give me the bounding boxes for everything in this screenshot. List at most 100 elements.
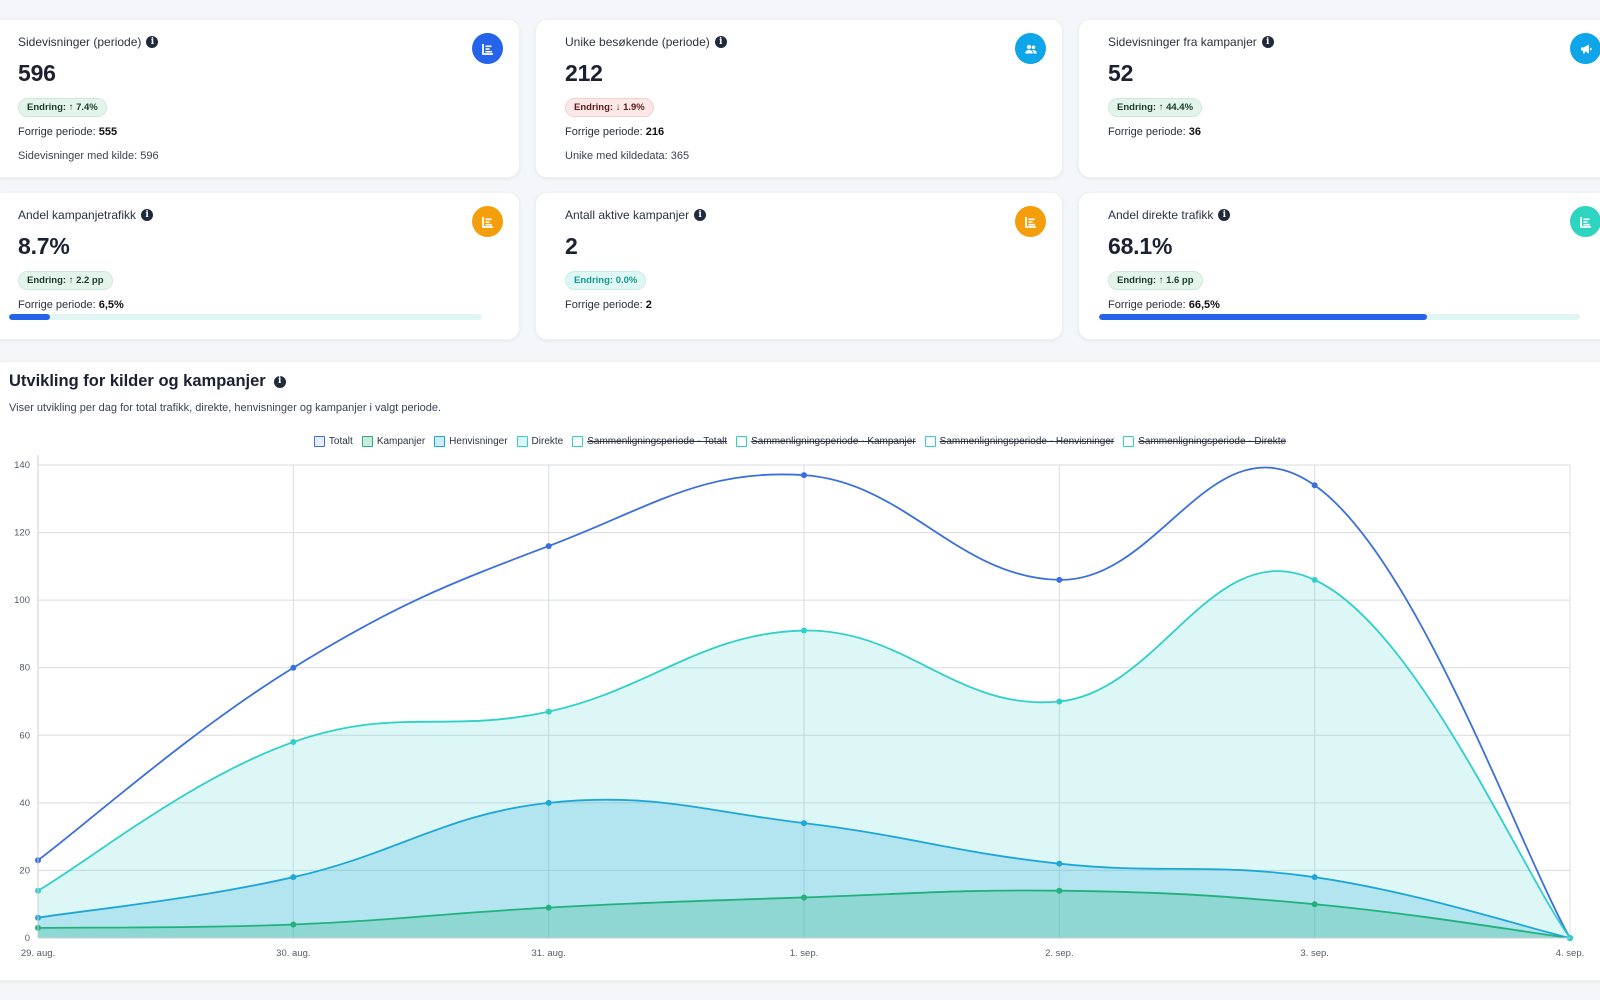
legend-label: Sammenligningsperiode - Totalt [587,436,728,447]
kpi-label: Sidevisninger (periode) i [18,35,159,49]
y-tick-label: 140 [14,460,30,471]
x-tick-label: 29. aug. [21,948,55,959]
data-point [1056,698,1063,705]
kpi-value: 68.1% [1108,233,1173,259]
kpi-content: Andel kampanjetrafikk i 8.7% Endring: ↑ 2.2… [9,173,520,513]
legend-item[interactable]: Kampanjer [361,436,426,447]
x-tick-label: 1. sep. [790,948,819,959]
previous-period-value: 2 [645,299,652,311]
previous-period-value: 216 [645,126,665,138]
y-tick-label: 80 [19,663,30,674]
data-point [801,472,807,479]
kpi-content: Sidevisninger fra kampanjer i 52 Endring: ↑… [1099,0,1600,340]
chart-legend: Totalt Kampanjer Henvisninger Direkte Sammen… [0,436,1600,447]
change-badge: Endring: 0.0% [565,271,647,290]
y-tick-label: 0 [25,933,30,944]
info-icon[interactable]: i [694,209,707,221]
data-point [545,904,552,911]
legend-item[interactable]: Henvisninger [434,436,508,447]
previous-period-value: 555 [98,126,118,138]
legend-item[interactable]: Sammenligningsperiode - Totalt [572,436,727,447]
previous-period: Forrige periode: 6,5% [18,299,124,311]
data-point [1311,482,1318,489]
previous-period-value: 6,5% [98,299,124,311]
info-icon[interactable]: i [1261,36,1274,48]
data-point [801,627,807,634]
x-tick-label: 2. sep. [1045,948,1074,959]
kpi-value: 8.7% [18,233,70,259]
kpi-label: Antall aktive kampanjer i [565,208,707,222]
data-point [290,921,297,928]
data-point [545,543,552,550]
previous-period: Forrige periode: 36 [1108,126,1201,138]
kpi-content: Andel direkte trafikk i 68.1% Endring: ↑ 1.… [1099,173,1600,513]
previous-period-value: 36 [1188,126,1201,138]
kpi-value: 212 [565,60,603,86]
data-point [801,820,807,827]
legend-label: Totalt [328,436,353,447]
users-icon [1015,33,1046,64]
kpi-label-text: Antall aktive kampanjer [565,208,690,222]
y-tick-label: 100 [14,595,30,606]
legend-swatch [516,436,528,447]
data-point [1056,887,1063,894]
data-point [1056,576,1063,583]
previous-period-label: Forrige periode: [1108,299,1186,311]
legend-label: Sammenligningsperiode - Kampanjer [751,436,916,447]
kpi-label: Unike besøkende (periode) i [565,35,727,49]
legend-swatch [924,436,936,447]
info-icon[interactable]: i [1218,209,1231,221]
legend-item[interactable]: Direkte [516,436,564,447]
data-point [290,664,297,671]
x-tick-label: 3. sep. [1300,948,1329,959]
kpi-label-text: Andel direkte trafikk [1108,208,1214,222]
progress-fill [1099,314,1427,320]
kpi-value: 52 [1108,60,1134,86]
y-tick-label: 120 [14,528,30,539]
progress-bar [1099,314,1580,320]
data-point [1056,860,1063,867]
data-point [545,799,552,806]
data-point [1311,576,1318,583]
kpi-extra: Sidevisninger med kilde: 596 [18,150,159,162]
data-point [290,739,297,746]
kpi-label-text: Unike besøkende (periode) [565,35,710,49]
info-icon[interactable]: i [714,36,727,48]
bar-chart-icon [472,33,503,64]
previous-period-label: Forrige periode: [565,126,643,138]
bar-chart-icon [1015,206,1046,237]
legend-item[interactable]: Sammenligningsperiode - Henvisninger [924,436,1114,447]
kpi-label-text: Sidevisninger (periode) [18,35,142,49]
chart-card [0,361,1600,981]
kpi-label: Sidevisninger fra kampanjer i [1108,35,1274,49]
info-icon[interactable]: i [146,36,159,48]
x-tick-label: 31. aug. [531,948,565,959]
legend-swatch [736,436,748,447]
y-tick-label: 60 [19,730,30,741]
legend-item[interactable]: Totalt [313,436,353,447]
series-area [38,799,1570,938]
change-badge: Endring: ↑ 7.4% [18,98,107,117]
x-tick-label: 4. sep. [1556,948,1585,959]
kpi-label-text: Sidevisninger fra kampanjer [1108,35,1257,49]
change-badge: Endring: ↓ 1.9% [565,98,654,117]
progress-bar [9,314,482,320]
legend-swatch [313,436,325,447]
x-tick-label: 30. aug. [276,948,310,959]
legend-item[interactable]: Sammenligningsperiode - Kampanjer [736,436,916,447]
legend-label: Henvisninger [449,436,508,447]
y-tick-label: 20 [19,865,30,876]
kpi-card-active-campaigns [535,192,1063,340]
legend-item[interactable]: Sammenligningsperiode - Direkte [1123,436,1286,447]
change-badge: Endring: ↑ 2.2 pp [18,271,113,290]
legend-swatch [572,436,584,447]
kpi-value: 2 [565,233,578,259]
legend-label: Kampanjer [376,436,426,447]
legend-label: Direkte [531,436,564,447]
info-icon[interactable]: i [141,209,154,221]
megaphone-icon [1570,33,1600,64]
legend-label: Sammenligningsperiode - Direkte [1138,436,1287,447]
kpi-label: Andel kampanjetrafikk i [18,208,154,222]
kpi-content: Unike besøkende (periode) i 212 Endring: ↓ … [556,0,1063,340]
